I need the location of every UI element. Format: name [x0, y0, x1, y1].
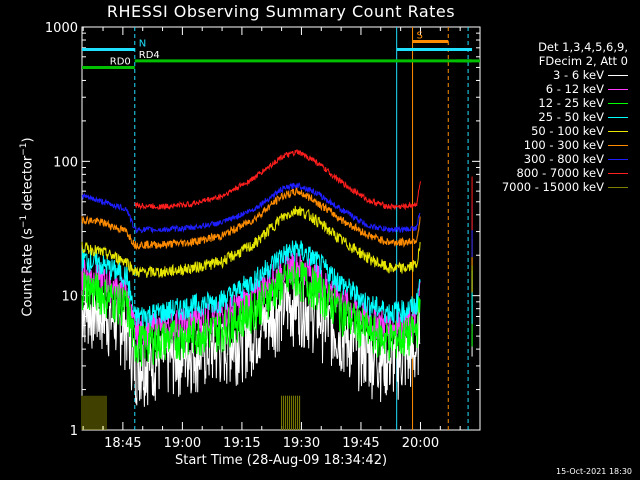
y-tick-label: 1	[70, 424, 78, 439]
x-tick-label: 19:30	[283, 436, 320, 451]
legend-entry-label: 6 - 12 keV	[545, 82, 604, 96]
x-tick-label: 19:45	[342, 436, 379, 451]
legend-entry-label: 3 - 6 keV	[553, 68, 604, 82]
x-tick-label: 20:00	[402, 436, 439, 451]
annotation-label: RD0	[110, 56, 131, 67]
legend-header-line: Det 1,3,4,5,6,9,	[538, 40, 628, 54]
x-tick-label: 19:15	[223, 436, 260, 451]
legend-swatch	[608, 75, 628, 76]
y-axis-label-exponent: −1	[19, 214, 29, 229]
annotation-label: RD4	[139, 50, 160, 61]
series-line	[134, 149, 421, 211]
annotation-label: N	[139, 38, 146, 49]
plot-frame	[81, 26, 481, 431]
legend-entry-label: 100 - 300 keV	[523, 138, 604, 152]
legend-swatch	[608, 145, 628, 146]
legend-swatch	[608, 173, 628, 174]
legend-swatch	[608, 131, 628, 132]
legend-entry-label: 12 - 25 keV	[538, 96, 604, 110]
legend-entry: 6 - 12 keV	[502, 82, 628, 96]
y-axis-label-part: )	[20, 137, 36, 143]
series-line	[81, 205, 421, 279]
legend-entries: 3 - 6 keV 6 - 12 keV 12 - 25 keV 25 - 50 ke…	[502, 68, 628, 194]
legend-entry: 3 - 6 keV	[502, 68, 628, 82]
legend-swatch	[608, 187, 628, 188]
series-line	[81, 186, 421, 251]
series-line	[81, 182, 421, 234]
legend-swatch	[608, 159, 628, 160]
x-axis-label: Start Time (28-Aug-09 18:34:42)	[174, 453, 388, 468]
timestamp: 15-Oct-2021 18:30	[556, 467, 632, 476]
legend-entry: 300 - 800 keV	[502, 152, 628, 166]
series-line	[81, 261, 421, 367]
legend-swatch	[608, 89, 628, 90]
legend-swatch	[608, 103, 628, 104]
legend-entry-label: 800 - 7000 keV	[516, 166, 604, 180]
y-axis-label-part: detector	[20, 155, 36, 215]
legend: Det 1,3,4,5,6,9, FDecim 2, Att 0 3 - 6 k…	[502, 40, 628, 194]
y-tick-label: 100	[53, 155, 78, 170]
legend-header-line: FDecim 2, Att 0	[538, 54, 628, 68]
chart-title: RHESSI Observing Summary Count Rates	[106, 2, 456, 21]
y-axis-label-exponent: −1	[19, 142, 29, 156]
legend-entry: 800 - 7000 keV	[502, 166, 628, 180]
series-line	[81, 240, 421, 327]
legend-entry-label: 25 - 50 keV	[538, 110, 604, 124]
legend-entry-label: 7000 - 15000 keV	[501, 180, 604, 194]
annotation-label: S	[417, 30, 423, 41]
legend-entry: 25 - 50 keV	[502, 110, 628, 124]
y-tick-label: 1000	[45, 21, 78, 36]
y-axis-label: Count Rate (s−1 detector−1)	[19, 117, 37, 337]
legend-entry-label: 50 - 100 keV	[531, 124, 604, 138]
legend-entry: 100 - 300 keV	[502, 138, 628, 152]
y-tick-label: 10	[61, 290, 78, 305]
legend-entry: 12 - 25 keV	[502, 96, 628, 110]
legend-entry: 7000 - 15000 keV	[502, 180, 628, 194]
x-tick-label: 19:00	[164, 436, 201, 451]
legend-swatch	[608, 117, 628, 118]
x-tick-label: 18:45	[104, 436, 141, 451]
legend-entry: 50 - 100 keV	[502, 124, 628, 138]
legend-entry-label: 300 - 800 keV	[523, 152, 604, 166]
y-axis-label-part: Count Rate (s	[20, 228, 36, 317]
